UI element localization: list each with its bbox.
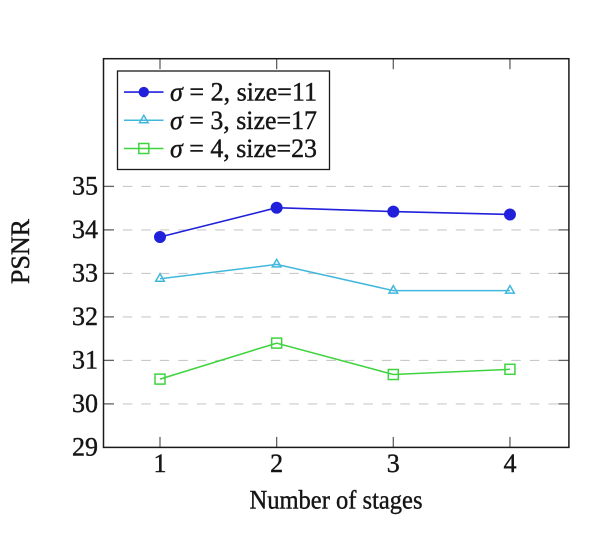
svg-text:2: 2 bbox=[270, 449, 283, 478]
svg-text:PSNR: PSNR bbox=[6, 218, 35, 284]
svg-text:4: 4 bbox=[503, 449, 516, 478]
svg-text:30: 30 bbox=[72, 389, 98, 418]
svg-text:31: 31 bbox=[72, 345, 98, 374]
svg-text:29: 29 bbox=[72, 432, 98, 461]
svg-text:35: 35 bbox=[72, 171, 98, 200]
svg-text:34: 34 bbox=[72, 215, 98, 244]
svg-text:1: 1 bbox=[154, 449, 167, 478]
svg-text:32: 32 bbox=[72, 302, 98, 331]
svg-text:σ = 3, size=17: σ = 3, size=17 bbox=[170, 106, 317, 135]
svg-text:σ = 2, size=11: σ = 2, size=11 bbox=[170, 78, 317, 107]
svg-text:3: 3 bbox=[387, 449, 400, 478]
svg-text:Number of stages: Number of stages bbox=[250, 485, 423, 514]
svg-text:σ = 4, size=23: σ = 4, size=23 bbox=[170, 134, 317, 163]
svg-text:33: 33 bbox=[72, 258, 98, 287]
